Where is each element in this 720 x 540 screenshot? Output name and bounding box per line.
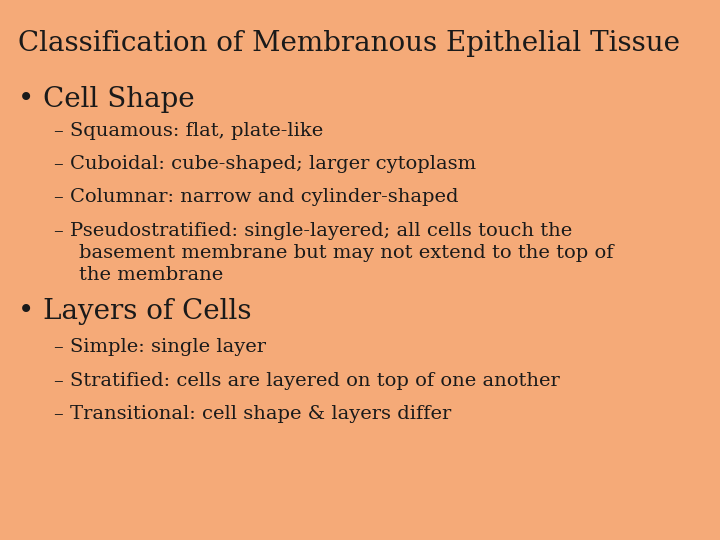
Text: – Cuboidal: cube-shaped; larger cytoplasm: – Cuboidal: cube-shaped; larger cytoplas… — [54, 155, 476, 173]
Text: • Layers of Cells: • Layers of Cells — [18, 298, 251, 325]
Text: – Pseudostratified: single-layered; all cells touch the
    basement membrane bu: – Pseudostratified: single-layered; all … — [54, 222, 613, 285]
Text: – Stratified: cells are layered on top of one another: – Stratified: cells are layered on top o… — [54, 372, 559, 389]
Text: – Columnar: narrow and cylinder-shaped: – Columnar: narrow and cylinder-shaped — [54, 188, 459, 206]
Text: Classification of Membranous Epithelial Tissue: Classification of Membranous Epithelial … — [18, 30, 680, 57]
Text: – Transitional: cell shape & layers differ: – Transitional: cell shape & layers diff… — [54, 405, 451, 423]
Text: – Simple: single layer: – Simple: single layer — [54, 338, 266, 356]
Text: • Cell Shape: • Cell Shape — [18, 86, 194, 113]
Text: – Squamous: flat, plate-like: – Squamous: flat, plate-like — [54, 122, 323, 139]
